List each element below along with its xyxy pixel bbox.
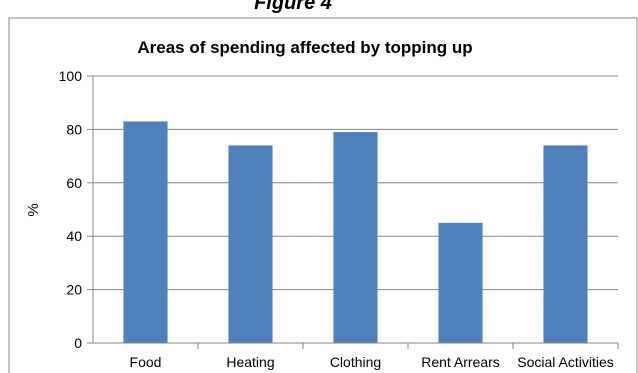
y-tick-label: 40	[66, 228, 82, 244]
axes	[87, 75, 619, 349]
y-tick-label: 60	[66, 175, 82, 191]
chart-title: Areas of spending affected by topping up	[137, 38, 472, 57]
y-tick-label: 0	[74, 335, 82, 351]
bar-heating	[228, 145, 273, 343]
chart-frame	[8, 17, 638, 373]
bar-social-activities	[543, 145, 588, 343]
bar-rent-arrears	[438, 222, 483, 343]
bar-clothing	[333, 132, 378, 343]
x-tick-label: Food	[130, 354, 162, 370]
bar-food	[123, 121, 168, 343]
figure-label: Figure 4	[254, 0, 332, 14]
x-tick-label: Social Activities	[517, 354, 613, 370]
y-tick-labels: 0 20 40 60 80 100	[59, 68, 83, 351]
y-tick-label: 80	[66, 121, 82, 137]
x-tick-label: Clothing	[330, 354, 381, 370]
x-tick-label: Rent Arrears	[421, 354, 500, 370]
bars	[123, 121, 588, 343]
x-tick-label: Heating	[226, 354, 274, 370]
y-tick-label: 100	[59, 68, 83, 84]
y-tick-label: 20	[66, 282, 82, 298]
y-axis-label: %	[25, 203, 42, 216]
x-tick-labels: Food Heating Clothing Rent Arrears Social Ac…	[130, 354, 614, 370]
